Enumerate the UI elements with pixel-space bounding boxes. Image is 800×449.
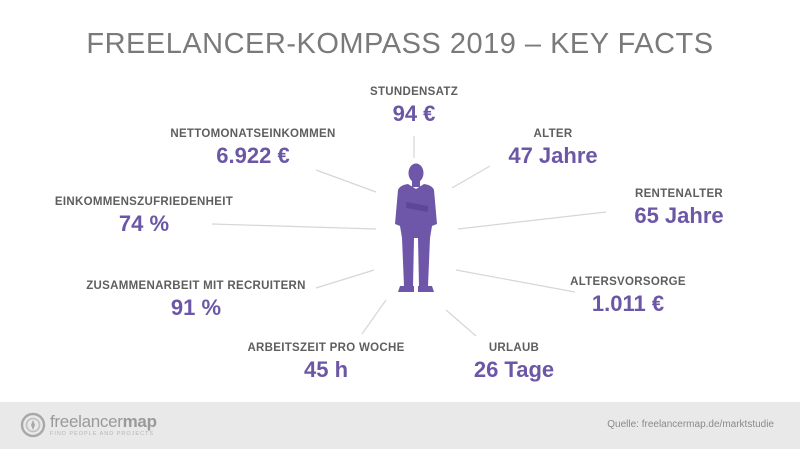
ray-arbeitszeit bbox=[361, 299, 387, 335]
logo-wordmark: freelancermap bbox=[50, 413, 157, 430]
fact-value: 94 € bbox=[392, 101, 436, 126]
logo-name-bold: map bbox=[122, 412, 157, 431]
fact-recruiter: ZUSAMMENARBEIT MIT RECRUITERN 91 % bbox=[78, 280, 314, 321]
logo-tagline: FIND PEOPLE AND PROJECTS bbox=[50, 431, 155, 437]
fact-label: ALTER bbox=[533, 128, 573, 140]
source-note: Quelle: freelancermap.de/marktstudie bbox=[607, 419, 774, 430]
fact-label: RENTENALTER bbox=[634, 188, 724, 200]
logo-name-light: freelancer bbox=[50, 412, 123, 431]
ray-recruiter bbox=[315, 269, 375, 289]
fact-value: 65 Jahre bbox=[634, 203, 724, 228]
fact-label: URLAUB bbox=[488, 342, 540, 354]
ray-einkommen bbox=[315, 169, 377, 193]
fact-value: 74 % bbox=[118, 211, 170, 236]
ray-rentenalter bbox=[457, 211, 607, 230]
fact-stundensatz: STUNDENSATZ 94 € bbox=[350, 86, 478, 127]
fact-value: 26 Tage bbox=[473, 357, 555, 382]
freelancermap-logo[interactable]: freelancermap FIND PEOPLE AND PROJECTS bbox=[20, 412, 157, 438]
page-title: FREELANCER-KOMPASS 2019 – KEY FACTS bbox=[86, 28, 714, 60]
fact-value: 1.011 € bbox=[591, 291, 665, 316]
fact-label: NETTOMONATSEINKOMMEN bbox=[170, 128, 336, 140]
fact-value: 6.922 € bbox=[216, 143, 290, 168]
fact-arbeitszeit: ARBEITSZEIT PRO WOCHE 45 h bbox=[236, 342, 416, 383]
fact-label: ARBEITSZEIT PRO WOCHE bbox=[247, 342, 405, 354]
fact-alter: ALTER 47 Jahre bbox=[494, 128, 612, 169]
fact-value: 91 % bbox=[170, 295, 222, 320]
fact-urlaub: URLAUB 26 Tage bbox=[456, 342, 572, 383]
ray-altersvorsorge bbox=[455, 269, 576, 293]
fact-label: ALTERSVORSORGE bbox=[570, 276, 686, 288]
ray-urlaub bbox=[445, 309, 477, 337]
fact-label: ZUSAMMENARBEIT MIT RECRUITERN bbox=[86, 280, 306, 292]
fact-label: EINKOMMENSZUFRIEDENHEIT bbox=[54, 196, 234, 208]
fact-value: 45 h bbox=[303, 357, 349, 382]
fact-einkommen: NETTOMONATSEINKOMMEN 6.922 € bbox=[160, 128, 346, 169]
fact-zufriedenheit: EINKOMMENSZUFRIEDENHEIT 74 % bbox=[42, 196, 246, 237]
ray-zufriedenheit bbox=[211, 223, 377, 230]
fact-rentenalter: RENTENALTER 65 Jahre bbox=[618, 188, 740, 229]
businessman-silhouette-icon bbox=[395, 163, 437, 292]
fact-label: STUNDENSATZ bbox=[369, 86, 459, 98]
compass-logo-icon bbox=[20, 412, 46, 438]
ray-alter bbox=[451, 165, 491, 189]
fact-value: 47 Jahre bbox=[508, 143, 598, 168]
footer-bar: freelancermap FIND PEOPLE AND PROJECTS Q… bbox=[0, 402, 800, 449]
fact-altersvorsorge: ALTERSVORSORGE 1.011 € bbox=[562, 276, 694, 317]
